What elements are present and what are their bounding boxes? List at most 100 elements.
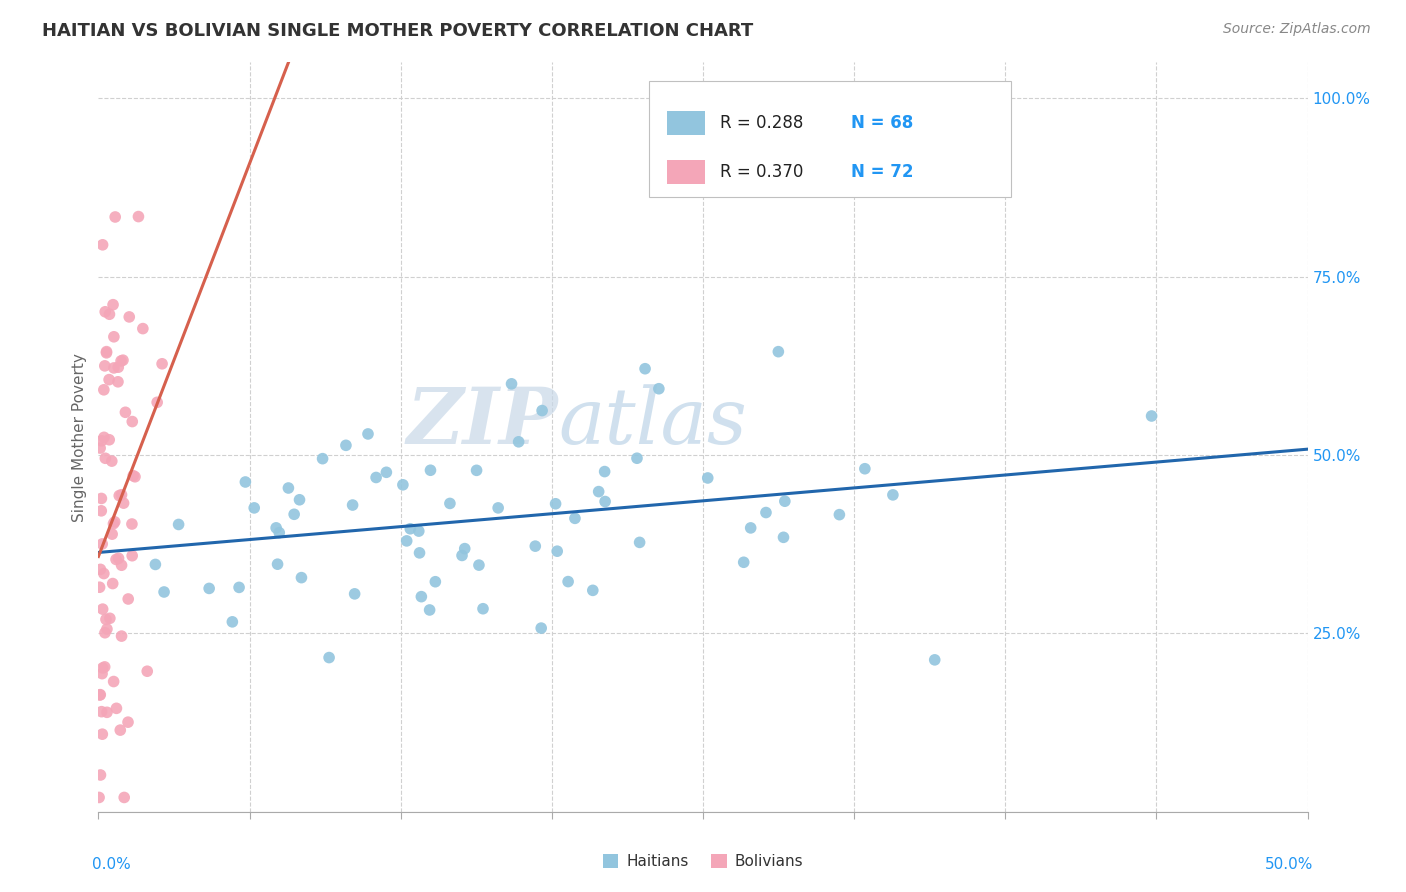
Point [93, 566, 115, 581]
Point [882, 488, 904, 502]
Point [524, 539, 547, 553]
Point [408, 524, 430, 538]
Point [235, 475, 257, 489]
Point [111, 353, 134, 368]
Point [269, 525, 291, 540]
Point [593, 494, 616, 508]
Point [122, 468, 145, 483]
Point [419, 463, 441, 477]
Text: N = 72: N = 72 [851, 163, 912, 181]
Point [110, 354, 132, 368]
Point [395, 533, 418, 548]
Point [124, 469, 146, 483]
Point [564, 511, 586, 525]
Point [318, 650, 340, 665]
Point [121, 549, 143, 563]
Point [288, 492, 311, 507]
Point [1140, 409, 1163, 423]
Point [104, 515, 127, 529]
Point [107, 360, 129, 375]
Point [103, 330, 125, 344]
Point [98, 373, 121, 387]
Point [626, 451, 648, 466]
Text: N = 68: N = 68 [851, 114, 912, 132]
Point [94, 612, 117, 626]
Point [546, 544, 568, 558]
Point [408, 546, 430, 560]
Point [89, 768, 111, 782]
Point [108, 489, 131, 503]
Point [117, 592, 139, 607]
Point [772, 530, 794, 544]
Point [90, 504, 112, 518]
Point [96, 344, 118, 359]
Point [392, 477, 415, 491]
Point [740, 521, 762, 535]
Point [103, 516, 125, 531]
Point [557, 574, 579, 589]
Point [425, 574, 447, 589]
Point [91, 537, 114, 551]
Point [454, 541, 477, 556]
Point [366, 470, 388, 484]
Point [853, 461, 876, 475]
Point [98, 611, 121, 625]
Point [105, 701, 128, 715]
Point [399, 522, 422, 536]
Point [89, 688, 111, 702]
Y-axis label: Single Mother Poverty: Single Mother Poverty [72, 352, 87, 522]
Point [311, 451, 333, 466]
Point [486, 500, 509, 515]
Point [530, 621, 553, 635]
Point [94, 625, 117, 640]
Point [411, 590, 433, 604]
Point [773, 494, 796, 508]
Point [146, 395, 169, 409]
Text: R = 0.370: R = 0.370 [720, 163, 803, 181]
Point [101, 527, 124, 541]
FancyBboxPatch shape [666, 112, 706, 135]
Point [768, 344, 790, 359]
Point [531, 403, 554, 417]
Point [582, 583, 605, 598]
Point [127, 210, 149, 224]
Point [508, 434, 530, 449]
Point [96, 706, 118, 720]
Point [264, 521, 287, 535]
Point [153, 585, 176, 599]
Text: HAITIAN VS BOLIVIAN SINGLE MOTHER POVERTY CORRELATION CHART: HAITIAN VS BOLIVIAN SINGLE MOTHER POVERT… [42, 22, 754, 40]
Point [110, 629, 132, 643]
Text: Source: ZipAtlas.com: Source: ZipAtlas.com [1223, 22, 1371, 37]
Point [104, 210, 127, 224]
Text: 50.0%: 50.0% [1265, 856, 1313, 871]
Point [167, 517, 190, 532]
Point [103, 674, 125, 689]
Point [136, 664, 159, 678]
Point [283, 508, 305, 522]
Point [117, 715, 139, 730]
Point [103, 360, 125, 375]
Text: atlas: atlas [558, 384, 747, 460]
Point [96, 346, 118, 360]
Point [91, 661, 114, 675]
Point [98, 433, 121, 447]
Point [89, 441, 111, 455]
Point [101, 576, 124, 591]
Point [89, 580, 111, 594]
Point [98, 307, 121, 321]
Point [501, 376, 523, 391]
Point [357, 426, 380, 441]
Point [733, 555, 755, 569]
Point [110, 558, 132, 573]
Point [94, 359, 117, 373]
Point [107, 375, 129, 389]
Point [121, 516, 143, 531]
Point [90, 705, 112, 719]
Point [110, 723, 132, 738]
Point [93, 660, 115, 674]
Point [114, 405, 136, 419]
Point [89, 562, 111, 576]
Point [91, 602, 114, 616]
Point [243, 500, 266, 515]
Point [472, 601, 495, 615]
